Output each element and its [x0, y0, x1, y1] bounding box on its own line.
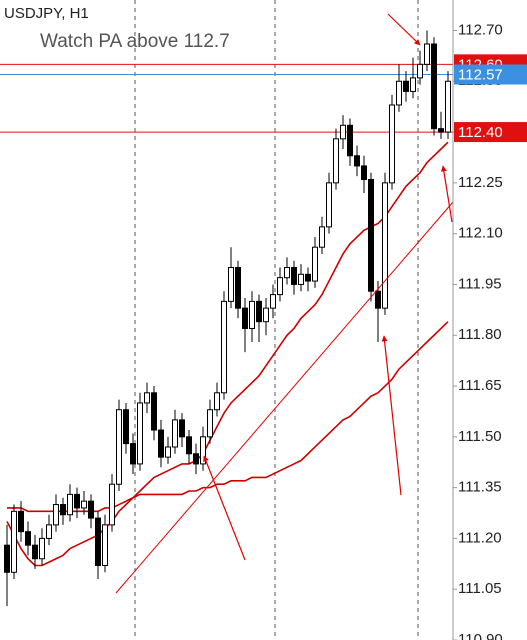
candle-body: [431, 43, 437, 130]
candle-body: [403, 80, 409, 92]
candle-body: [39, 537, 45, 560]
candle-body: [410, 77, 416, 92]
candle-body: [221, 300, 227, 394]
candle-body: [109, 483, 115, 526]
y-tick-label: 112.10: [458, 225, 503, 242]
candle-body: [284, 267, 290, 279]
y-tick-label: 111.50: [458, 428, 502, 445]
moving-average: [6, 141, 449, 567]
candle-body: [235, 267, 241, 309]
annotation: Watch PA above 112.7: [40, 31, 230, 52]
level-lines: [0, 63, 453, 133]
candle-body: [382, 182, 388, 309]
candle-body: [424, 43, 430, 65]
candle-body: [249, 300, 255, 329]
candle-body: [263, 307, 269, 323]
y-tick-label: 112.70: [458, 21, 503, 38]
candle-body: [32, 544, 38, 560]
candle-body: [207, 409, 213, 438]
arrow: [387, 13, 421, 46]
y-tick-label: 112.25: [458, 174, 503, 191]
moving-average: [7, 321, 449, 513]
y-tick-label: 111.95: [458, 275, 502, 292]
chart-title: USDJPY, H1: [4, 5, 89, 22]
candle-body: [228, 267, 234, 302]
candle-body: [53, 504, 59, 526]
candle-body: [347, 124, 353, 157]
candle-body: [256, 300, 262, 323]
candle-body: [95, 517, 101, 567]
candle-body: [333, 138, 339, 184]
candle-body: [270, 294, 276, 309]
moving-averages: [6, 141, 449, 567]
candle-body: [18, 510, 24, 533]
candle-body: [354, 155, 360, 167]
level-label: 112.40: [458, 124, 503, 141]
candle-body: [25, 531, 31, 546]
candle-body: [396, 80, 402, 106]
arrow: [440, 165, 453, 223]
candle-body: [298, 273, 304, 285]
candle-body: [46, 524, 52, 539]
candle-body: [312, 246, 318, 282]
candle-body: [179, 419, 185, 438]
price-axis: 112.70112.55112.40112.25112.10111.95111.…: [453, 21, 503, 640]
candle-body: [88, 500, 94, 519]
candle-body: [81, 500, 87, 509]
candle-body: [123, 409, 129, 445]
y-tick-label: 111.05: [458, 580, 502, 597]
y-tick-label: 111.65: [458, 377, 502, 394]
candle-body: [291, 267, 297, 285]
candle-body: [144, 392, 150, 404]
level-label: 112.57: [458, 66, 503, 83]
candle-body: [361, 165, 367, 180]
candle-body: [137, 402, 143, 465]
level-box: [454, 122, 527, 143]
candle-body: [130, 443, 136, 465]
candle-body: [60, 504, 66, 516]
candle-body: [116, 409, 122, 485]
candles: [4, 30, 451, 607]
candle-body: [214, 392, 220, 411]
candle-body: [102, 524, 108, 567]
candle-body: [67, 493, 73, 516]
candle-body: [11, 510, 17, 573]
candle-body: [242, 307, 248, 329]
y-tick-label: 111.35: [458, 479, 502, 496]
candle-body: [277, 277, 283, 296]
candle-body: [172, 419, 178, 448]
candle-body: [445, 80, 451, 133]
time-grid: [134, 0, 419, 640]
candle-body: [186, 436, 192, 455]
candle-body: [305, 273, 311, 282]
candle-body: [326, 182, 332, 228]
candle-body: [368, 178, 374, 292]
candle-body: [375, 290, 381, 309]
arrow: [381, 335, 402, 496]
trend-line: [115, 201, 454, 594]
candle-body: [158, 429, 164, 458]
y-tick-label: 110.90: [458, 631, 503, 640]
candle-body: [193, 453, 199, 465]
y-tick-label: 111.20: [458, 529, 502, 546]
candle-body: [151, 392, 157, 431]
candle-body: [74, 493, 80, 509]
candle-body: [319, 226, 325, 248]
y-tick-label: 111.80: [458, 326, 502, 343]
candle-body: [438, 128, 444, 133]
candle-body: [200, 436, 206, 465]
candle-body: [165, 446, 171, 458]
candle-body: [389, 104, 395, 184]
candle-body: [417, 63, 423, 79]
candle-body: [340, 124, 346, 140]
drawings: [115, 13, 454, 594]
candle-body: [4, 544, 10, 573]
level-box: [454, 64, 527, 85]
arrow: [203, 455, 246, 561]
